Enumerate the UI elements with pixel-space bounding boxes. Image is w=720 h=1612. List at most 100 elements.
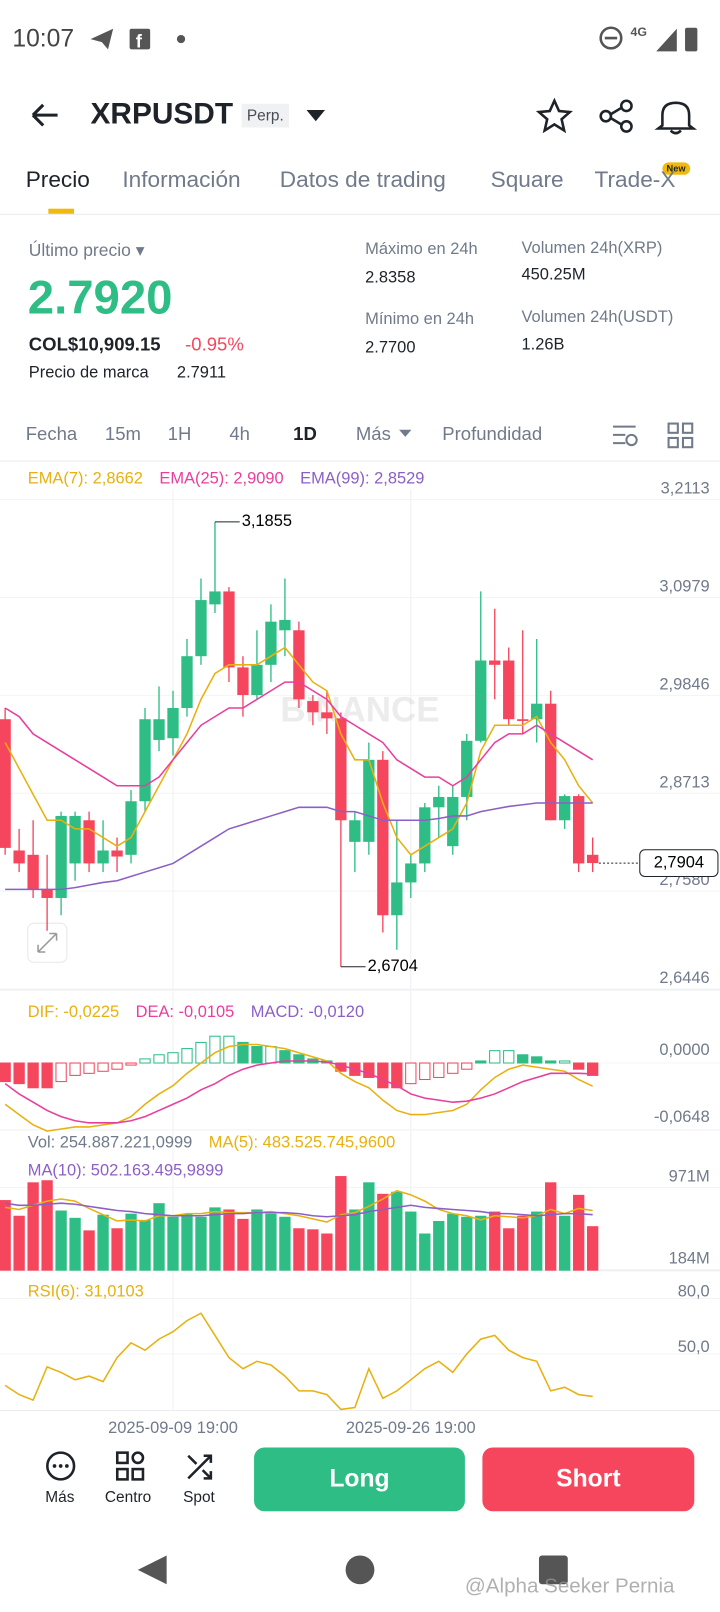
y-tick-label: 3,2113	[661, 480, 710, 498]
volume-bar	[41, 1180, 53, 1271]
volume-bar	[433, 1220, 445, 1271]
candle-body	[181, 656, 193, 709]
timeframe[interactable]: Fecha	[25, 423, 78, 445]
volume-bar	[559, 1215, 571, 1271]
y-tick-label: 971M	[669, 1168, 710, 1186]
chart-watermark: BINANCE	[280, 691, 439, 730]
legend-entry: MACD: -0,0120	[251, 1003, 364, 1021]
volume-bar	[97, 1214, 109, 1271]
share[interactable]	[599, 99, 633, 133]
volume-bar	[13, 1215, 25, 1271]
vol-quote-value: 1.26B	[521, 336, 565, 354]
candle-body	[559, 796, 571, 821]
x-tick-label: 2025-09-09 19:00	[108, 1419, 238, 1434]
watermark: @Alpha Seeker Pernia	[464, 1574, 675, 1598]
volume-bar	[531, 1211, 543, 1271]
low-label: 2,6704	[368, 957, 418, 975]
favorite[interactable]	[535, 97, 573, 134]
symbol[interactable]: XRPUSDT	[90, 97, 234, 131]
timeframe[interactable]: Profundidad	[442, 423, 543, 445]
timeframe[interactable]: 1H	[167, 423, 192, 445]
tab[interactable]: Precio	[25, 166, 90, 193]
nav-bar	[137, 1555, 568, 1585]
volume-bar	[139, 1219, 151, 1271]
mark-price-label: Precio de marca	[28, 363, 149, 382]
macd-bar	[97, 1062, 109, 1072]
volume-bar	[181, 1213, 193, 1271]
y-tick-label: 2,8713	[659, 773, 709, 791]
tab[interactable]: Información	[122, 166, 241, 193]
status-right-icons	[599, 26, 698, 52]
timeframe[interactable]: 4h	[229, 423, 250, 445]
indicator-line	[4, 1060, 593, 1124]
long-button[interactable]: Long	[254, 1447, 465, 1512]
volume-bar	[447, 1213, 459, 1271]
macd-bar	[517, 1054, 529, 1064]
divider	[0, 460, 720, 462]
alerts[interactable]	[654, 101, 698, 135]
tab[interactable]: Datos de trading	[279, 166, 446, 193]
nav-back[interactable]	[137, 1555, 167, 1585]
timeframe[interactable]: 15m	[104, 423, 141, 445]
back-button[interactable]	[29, 101, 62, 130]
volume-bar	[349, 1209, 361, 1271]
vol-base-value: 450.25M	[521, 266, 586, 284]
candle-body	[69, 815, 81, 864]
tab[interactable]: Trade-X	[594, 166, 676, 193]
volume-bar	[391, 1191, 403, 1271]
candle-body	[0, 719, 11, 848]
action-center[interactable]: Centro	[104, 1488, 152, 1507]
macd-bar	[237, 1041, 249, 1064]
tab[interactable]: Square	[490, 166, 564, 193]
action-more[interactable]: Más	[45, 1488, 75, 1507]
candle-body	[503, 660, 515, 720]
macd-bar	[251, 1046, 263, 1064]
status-time: 10:07	[12, 24, 75, 53]
divider	[0, 213, 720, 215]
volume-bar	[167, 1216, 179, 1271]
indicator-line	[4, 1043, 593, 1132]
candle-body	[97, 850, 109, 864]
candle-body	[167, 708, 179, 739]
timeframe[interactable]: 1D	[293, 423, 317, 445]
high-label: 3,1855	[242, 512, 292, 530]
y-tick-label: 50,0	[678, 1338, 710, 1356]
candle-body	[27, 854, 39, 890]
macd-bar	[447, 1062, 459, 1074]
candle-body	[83, 820, 95, 864]
last-price-box	[639, 849, 719, 877]
candle-body	[265, 621, 277, 665]
macd-bar	[153, 1054, 165, 1064]
candle-body	[41, 889, 53, 898]
tab-underline	[48, 208, 75, 214]
volume-bar	[377, 1193, 389, 1271]
symbol-dropdown[interactable]	[304, 107, 327, 123]
macd-bar	[125, 1062, 137, 1066]
volume-bar	[587, 1226, 599, 1271]
candle-body	[433, 796, 445, 808]
candle-body	[321, 712, 333, 719]
high-value: 2.8358	[365, 269, 416, 287]
last-price-tag: 2,7904	[654, 853, 704, 871]
indicator-line	[4, 646, 594, 856]
macd-bar	[461, 1062, 473, 1070]
candle-body	[391, 882, 403, 916]
nav-home[interactable]	[345, 1555, 375, 1585]
indicator-line	[5, 1202, 593, 1218]
macd-bar	[293, 1054, 305, 1064]
volume-bar	[125, 1213, 137, 1271]
macd-bar	[377, 1062, 389, 1089]
volume-bar	[251, 1209, 263, 1271]
candle-body	[405, 863, 417, 883]
kline-chart: 2025-09-09 19:00 2025-09-26 19:00 3,2113 3,…	[0, 469, 720, 1434]
nav-recents[interactable]	[538, 1555, 568, 1585]
macd-bar	[13, 1062, 25, 1085]
timeframe[interactable]: Más	[356, 424, 414, 446]
indicator-line	[4, 681, 594, 787]
macd-bar	[475, 1060, 487, 1064]
candle-body	[13, 850, 25, 864]
short-button[interactable]: Short	[482, 1447, 695, 1512]
action-spot[interactable]: Spot	[183, 1488, 215, 1507]
y-tick-label: 3,0979	[659, 578, 709, 596]
